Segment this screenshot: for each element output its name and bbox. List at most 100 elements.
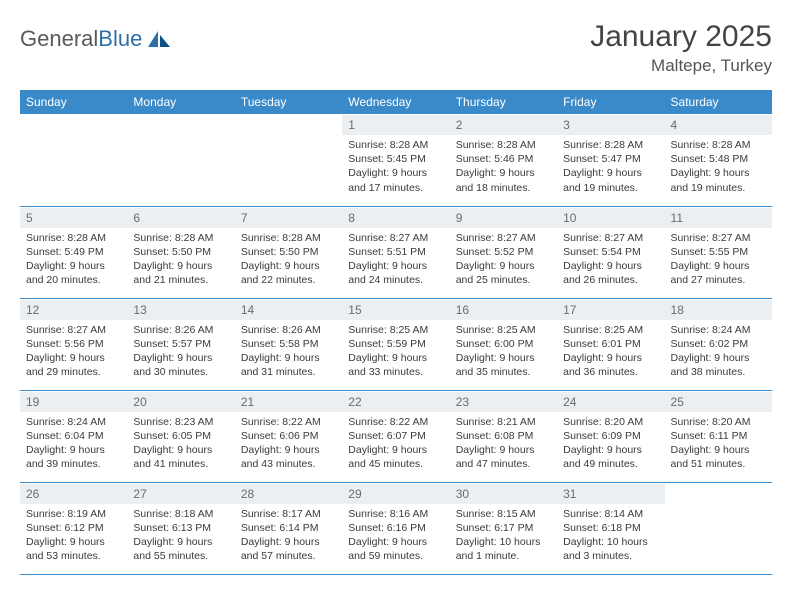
day-number: 20 [127, 391, 234, 412]
calendar-page: GeneralBlue January 2025 Maltepe, Turkey… [0, 0, 792, 585]
calendar-row: 1Sunrise: 8:28 AMSunset: 5:45 PMDaylight… [20, 114, 772, 206]
calendar-cell: 18Sunrise: 8:24 AMSunset: 6:02 PMDayligh… [665, 298, 772, 390]
day-details: Sunrise: 8:22 AMSunset: 6:06 PMDaylight:… [235, 412, 342, 476]
calendar-row: 12Sunrise: 8:27 AMSunset: 5:56 PMDayligh… [20, 298, 772, 390]
day-number: 23 [450, 391, 557, 412]
day-details: Sunrise: 8:20 AMSunset: 6:09 PMDaylight:… [557, 412, 664, 476]
day-number: 29 [342, 483, 449, 504]
day-number: 13 [127, 299, 234, 320]
calendar-cell: 31Sunrise: 8:14 AMSunset: 6:18 PMDayligh… [557, 482, 664, 574]
calendar-cell: 11Sunrise: 8:27 AMSunset: 5:55 PMDayligh… [665, 206, 772, 298]
day-number: 3 [557, 114, 664, 135]
day-details: Sunrise: 8:26 AMSunset: 5:58 PMDaylight:… [235, 320, 342, 384]
brand-a: General [20, 26, 98, 51]
day-number: 24 [557, 391, 664, 412]
day-details: Sunrise: 8:25 AMSunset: 5:59 PMDaylight:… [342, 320, 449, 384]
calendar-row: 5Sunrise: 8:28 AMSunset: 5:49 PMDaylight… [20, 206, 772, 298]
day-details: Sunrise: 8:17 AMSunset: 6:14 PMDaylight:… [235, 504, 342, 568]
day-number: 30 [450, 483, 557, 504]
calendar-cell [235, 114, 342, 206]
calendar-table: SundayMondayTuesdayWednesdayThursdayFrid… [20, 90, 772, 575]
day-details: Sunrise: 8:28 AMSunset: 5:50 PMDaylight:… [235, 228, 342, 292]
day-details: Sunrise: 8:14 AMSunset: 6:18 PMDaylight:… [557, 504, 664, 568]
day-details: Sunrise: 8:28 AMSunset: 5:48 PMDaylight:… [665, 135, 772, 199]
brand-text: GeneralBlue [20, 26, 142, 52]
calendar-cell: 20Sunrise: 8:23 AMSunset: 6:05 PMDayligh… [127, 390, 234, 482]
day-details: Sunrise: 8:25 AMSunset: 6:00 PMDaylight:… [450, 320, 557, 384]
day-details: Sunrise: 8:27 AMSunset: 5:51 PMDaylight:… [342, 228, 449, 292]
day-number: 27 [127, 483, 234, 504]
day-number: 14 [235, 299, 342, 320]
calendar-cell: 29Sunrise: 8:16 AMSunset: 6:16 PMDayligh… [342, 482, 449, 574]
day-details: Sunrise: 8:20 AMSunset: 6:11 PMDaylight:… [665, 412, 772, 476]
day-number: 19 [20, 391, 127, 412]
day-number: 5 [20, 207, 127, 228]
calendar-cell: 26Sunrise: 8:19 AMSunset: 6:12 PMDayligh… [20, 482, 127, 574]
calendar-cell: 12Sunrise: 8:27 AMSunset: 5:56 PMDayligh… [20, 298, 127, 390]
calendar-row: 26Sunrise: 8:19 AMSunset: 6:12 PMDayligh… [20, 482, 772, 574]
calendar-cell [20, 114, 127, 206]
weekday-header: Saturday [665, 90, 772, 114]
calendar-cell: 4Sunrise: 8:28 AMSunset: 5:48 PMDaylight… [665, 114, 772, 206]
day-number: 11 [665, 207, 772, 228]
calendar-cell: 8Sunrise: 8:27 AMSunset: 5:51 PMDaylight… [342, 206, 449, 298]
calendar-cell: 27Sunrise: 8:18 AMSunset: 6:13 PMDayligh… [127, 482, 234, 574]
calendar-cell: 14Sunrise: 8:26 AMSunset: 5:58 PMDayligh… [235, 298, 342, 390]
day-number: 4 [665, 114, 772, 135]
calendar-cell: 13Sunrise: 8:26 AMSunset: 5:57 PMDayligh… [127, 298, 234, 390]
day-details: Sunrise: 8:28 AMSunset: 5:49 PMDaylight:… [20, 228, 127, 292]
calendar-cell: 23Sunrise: 8:21 AMSunset: 6:08 PMDayligh… [450, 390, 557, 482]
day-details: Sunrise: 8:24 AMSunset: 6:04 PMDaylight:… [20, 412, 127, 476]
calendar-cell [665, 482, 772, 574]
day-number: 7 [235, 207, 342, 228]
day-details: Sunrise: 8:22 AMSunset: 6:07 PMDaylight:… [342, 412, 449, 476]
brand-b: Blue [98, 26, 142, 51]
calendar-cell: 2Sunrise: 8:28 AMSunset: 5:46 PMDaylight… [450, 114, 557, 206]
day-details: Sunrise: 8:28 AMSunset: 5:47 PMDaylight:… [557, 135, 664, 199]
weekday-row: SundayMondayTuesdayWednesdayThursdayFrid… [20, 90, 772, 114]
day-number: 1 [342, 114, 449, 135]
weekday-header: Sunday [20, 90, 127, 114]
day-number: 15 [342, 299, 449, 320]
day-details: Sunrise: 8:21 AMSunset: 6:08 PMDaylight:… [450, 412, 557, 476]
day-details: Sunrise: 8:24 AMSunset: 6:02 PMDaylight:… [665, 320, 772, 384]
day-number: 25 [665, 391, 772, 412]
location-label: Maltepe, Turkey [590, 56, 772, 76]
day-details: Sunrise: 8:15 AMSunset: 6:17 PMDaylight:… [450, 504, 557, 568]
calendar-cell: 15Sunrise: 8:25 AMSunset: 5:59 PMDayligh… [342, 298, 449, 390]
day-number: 6 [127, 207, 234, 228]
calendar-cell: 7Sunrise: 8:28 AMSunset: 5:50 PMDaylight… [235, 206, 342, 298]
day-number: 17 [557, 299, 664, 320]
calendar-row: 19Sunrise: 8:24 AMSunset: 6:04 PMDayligh… [20, 390, 772, 482]
day-details: Sunrise: 8:28 AMSunset: 5:50 PMDaylight:… [127, 228, 234, 292]
brand-logo: GeneralBlue [20, 26, 170, 52]
day-number: 10 [557, 207, 664, 228]
calendar-cell: 16Sunrise: 8:25 AMSunset: 6:00 PMDayligh… [450, 298, 557, 390]
calendar-body: 1Sunrise: 8:28 AMSunset: 5:45 PMDaylight… [20, 114, 772, 574]
day-number: 8 [342, 207, 449, 228]
calendar-cell: 9Sunrise: 8:27 AMSunset: 5:52 PMDaylight… [450, 206, 557, 298]
calendar-cell: 5Sunrise: 8:28 AMSunset: 5:49 PMDaylight… [20, 206, 127, 298]
calendar-cell: 30Sunrise: 8:15 AMSunset: 6:17 PMDayligh… [450, 482, 557, 574]
day-details: Sunrise: 8:27 AMSunset: 5:56 PMDaylight:… [20, 320, 127, 384]
day-details: Sunrise: 8:19 AMSunset: 6:12 PMDaylight:… [20, 504, 127, 568]
day-details: Sunrise: 8:27 AMSunset: 5:55 PMDaylight:… [665, 228, 772, 292]
calendar-cell: 10Sunrise: 8:27 AMSunset: 5:54 PMDayligh… [557, 206, 664, 298]
sail-icon [148, 31, 170, 47]
calendar-cell [127, 114, 234, 206]
day-number: 22 [342, 391, 449, 412]
header: GeneralBlue January 2025 Maltepe, Turkey [20, 20, 772, 76]
calendar-cell: 17Sunrise: 8:25 AMSunset: 6:01 PMDayligh… [557, 298, 664, 390]
day-number: 2 [450, 114, 557, 135]
day-details: Sunrise: 8:26 AMSunset: 5:57 PMDaylight:… [127, 320, 234, 384]
day-number: 9 [450, 207, 557, 228]
title-block: January 2025 Maltepe, Turkey [590, 20, 772, 76]
day-details: Sunrise: 8:18 AMSunset: 6:13 PMDaylight:… [127, 504, 234, 568]
calendar-cell: 3Sunrise: 8:28 AMSunset: 5:47 PMDaylight… [557, 114, 664, 206]
calendar-cell: 24Sunrise: 8:20 AMSunset: 6:09 PMDayligh… [557, 390, 664, 482]
day-number: 28 [235, 483, 342, 504]
day-number: 21 [235, 391, 342, 412]
day-number: 18 [665, 299, 772, 320]
calendar-head: SundayMondayTuesdayWednesdayThursdayFrid… [20, 90, 772, 114]
day-number: 16 [450, 299, 557, 320]
